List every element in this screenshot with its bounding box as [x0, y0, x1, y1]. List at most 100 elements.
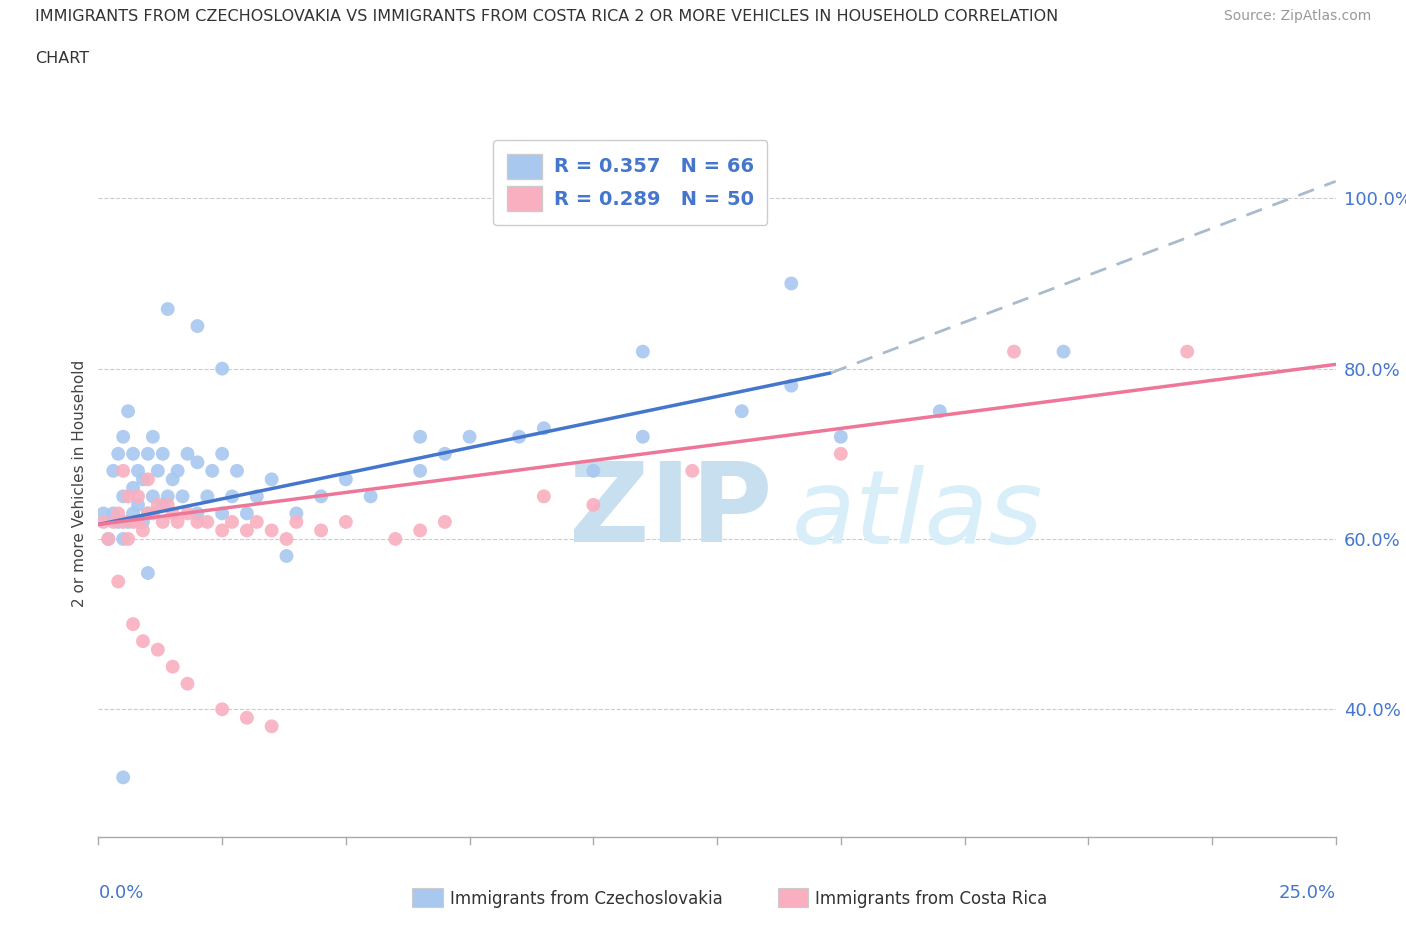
Point: [928, 404, 950, 418]
Point: [136, 565, 159, 580]
Point: [136, 506, 159, 521]
Point: [186, 506, 208, 521]
Point: [152, 514, 174, 529]
Point: [236, 711, 259, 725]
Point: [285, 506, 308, 521]
Point: [433, 514, 456, 529]
Point: [276, 549, 298, 564]
Point: [176, 676, 198, 691]
Point: [127, 498, 149, 512]
Point: [112, 514, 135, 529]
Point: [830, 430, 852, 445]
Point: [360, 489, 382, 504]
Point: [112, 463, 135, 478]
Point: [221, 514, 243, 529]
Point: [176, 446, 198, 461]
Point: [226, 463, 249, 478]
Point: [309, 489, 332, 504]
Text: Source: ZipAtlas.com: Source: ZipAtlas.com: [1223, 9, 1371, 23]
Text: Immigrants from Costa Rica: Immigrants from Costa Rica: [815, 890, 1047, 909]
Point: [186, 319, 208, 334]
Point: [186, 514, 208, 529]
Point: [142, 489, 165, 504]
Point: [236, 523, 259, 538]
Point: [409, 523, 432, 538]
Point: [260, 719, 283, 734]
Point: [211, 361, 233, 376]
Point: [107, 506, 129, 521]
Point: [681, 463, 703, 478]
Point: [112, 770, 135, 785]
Point: [146, 643, 169, 658]
Point: [132, 472, 155, 486]
Point: [276, 532, 298, 547]
Point: [122, 617, 145, 631]
Point: [122, 506, 145, 521]
Text: 25.0%: 25.0%: [1278, 884, 1336, 902]
Point: [112, 489, 135, 504]
Point: [152, 498, 174, 512]
Point: [201, 463, 224, 478]
Point: [211, 506, 233, 521]
Point: [122, 514, 145, 529]
Point: [186, 455, 208, 470]
Point: [731, 404, 754, 418]
Point: [260, 472, 283, 486]
Point: [631, 430, 654, 445]
Point: [211, 702, 233, 717]
Point: [112, 430, 135, 445]
Point: [132, 633, 155, 648]
Point: [107, 574, 129, 589]
Point: [384, 532, 406, 547]
Point: [631, 344, 654, 359]
Point: [136, 472, 159, 486]
Point: [136, 506, 159, 521]
Point: [1052, 344, 1074, 359]
Point: [127, 489, 149, 504]
Point: [260, 523, 283, 538]
Point: [211, 523, 233, 538]
Point: [1002, 344, 1025, 359]
Point: [780, 379, 803, 393]
Point: [112, 532, 135, 547]
Point: [127, 463, 149, 478]
Point: [103, 463, 125, 478]
Point: [1175, 344, 1198, 359]
Point: [156, 489, 179, 504]
Point: [433, 446, 456, 461]
Point: [162, 506, 184, 521]
Point: [176, 506, 198, 521]
Point: [103, 506, 125, 521]
Point: [117, 489, 139, 504]
Point: [162, 472, 184, 486]
Point: [97, 532, 120, 547]
Point: [156, 301, 179, 316]
Point: [107, 514, 129, 529]
Text: IMMIGRANTS FROM CZECHOSLOVAKIA VS IMMIGRANTS FROM COSTA RICA 2 OR MORE VEHICLES : IMMIGRANTS FROM CZECHOSLOVAKIA VS IMMIGR…: [35, 9, 1059, 24]
Y-axis label: 2 or more Vehicles in Household: 2 or more Vehicles in Household: [72, 360, 87, 607]
Point: [335, 514, 357, 529]
Point: [172, 489, 194, 504]
Point: [122, 446, 145, 461]
Point: [533, 420, 555, 435]
Point: [780, 276, 803, 291]
Point: [335, 472, 357, 486]
Point: [152, 446, 174, 461]
Point: [582, 463, 605, 478]
Point: [146, 498, 169, 512]
Point: [93, 514, 115, 529]
Point: [166, 514, 188, 529]
Point: [236, 506, 259, 521]
Text: 0.0%: 0.0%: [98, 884, 143, 902]
Text: Immigrants from Czechoslovakia: Immigrants from Czechoslovakia: [450, 890, 723, 909]
Point: [246, 489, 269, 504]
Point: [221, 489, 243, 504]
Point: [103, 514, 125, 529]
Text: atlas: atlas: [792, 465, 1043, 565]
Point: [409, 463, 432, 478]
Point: [166, 463, 188, 478]
Point: [409, 430, 432, 445]
Point: [211, 446, 233, 461]
Point: [117, 532, 139, 547]
Point: [117, 514, 139, 529]
